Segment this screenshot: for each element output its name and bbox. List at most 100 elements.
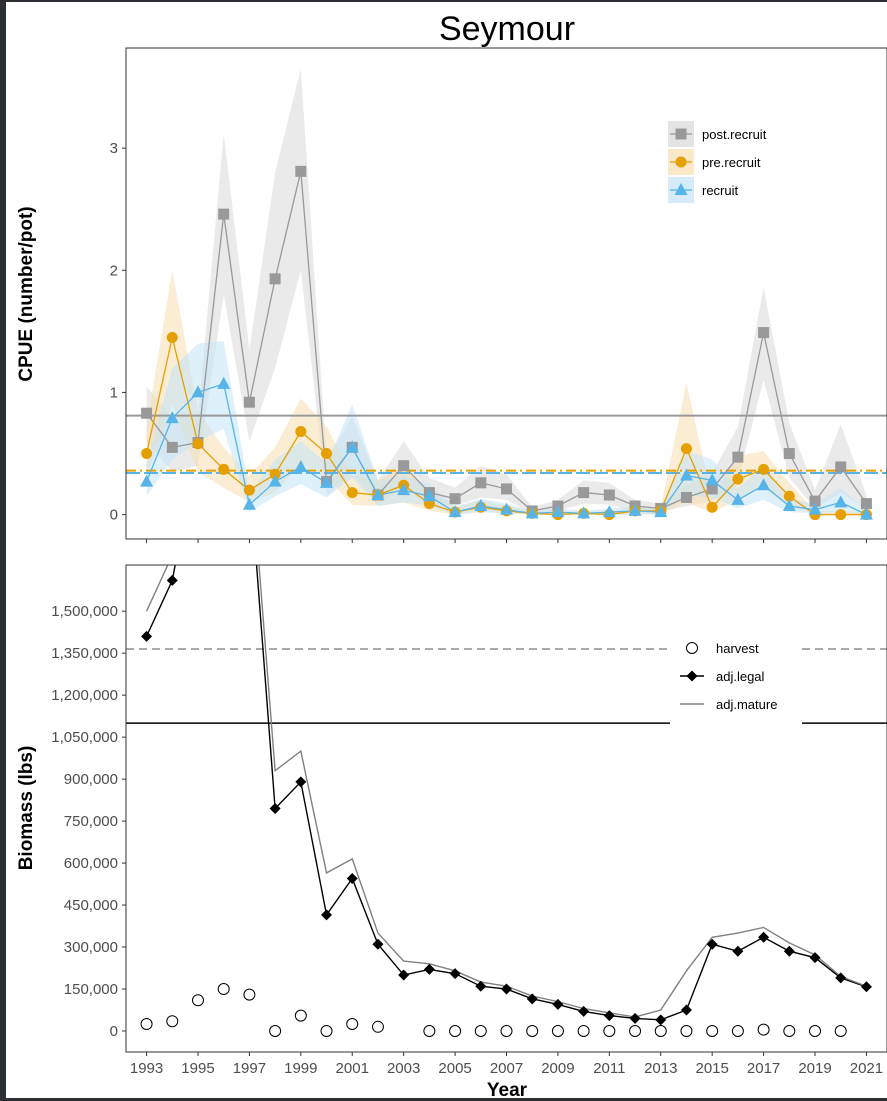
harvest-point	[166, 1015, 179, 1028]
biomass-x-tick-label: 2019	[798, 1060, 831, 1077]
harvest-point	[577, 1025, 590, 1038]
cpue-y-tick-label: 2	[110, 262, 118, 279]
recruit-point	[679, 468, 693, 481]
recruit-point	[551, 505, 565, 518]
harvest-point	[731, 1025, 744, 1038]
post-recruit-point	[501, 483, 512, 495]
cpue-x-axis-ticks	[146, 539, 867, 543]
adj-legal-point	[706, 938, 718, 950]
post-recruit-point	[269, 273, 281, 285]
harvest-point	[346, 1018, 359, 1031]
adj-legal-point	[346, 872, 358, 884]
cpue-y-tick-label: 1	[110, 384, 118, 401]
recruit-point	[808, 502, 822, 515]
adj-legal-point	[141, 630, 153, 642]
pre-recruit-point	[783, 490, 795, 502]
recruit-point	[654, 505, 668, 518]
recruit-point	[165, 411, 179, 424]
biomass-y-tick-label: 0	[110, 1023, 118, 1040]
biomass-series-points	[140, 574, 872, 1038]
recruit-point	[474, 499, 488, 512]
recruit-legend-key-marker	[674, 183, 688, 195]
post-recruit-point	[449, 493, 461, 505]
biomass-x-tick-label: 2021	[850, 1060, 883, 1077]
adj-legal-point	[680, 1004, 692, 1016]
pre-recruit-point	[295, 426, 307, 438]
recruit-point	[294, 459, 308, 472]
biomass-x-tick-label: 1995	[181, 1060, 214, 1077]
harvest-point	[551, 1025, 564, 1038]
harvest-point	[449, 1025, 462, 1038]
biomass-x-tick-label: 2015	[695, 1060, 728, 1077]
harvest-point	[243, 988, 256, 1001]
post-recruit-point	[706, 483, 718, 495]
biomass-x-tick-label: 2013	[644, 1060, 677, 1077]
harvest-point	[423, 1025, 436, 1038]
pre-recruit-legend-key-marker	[675, 156, 687, 168]
adj-legal-point	[423, 963, 435, 975]
harvest-point	[526, 1025, 539, 1038]
pre-recruit-point	[680, 443, 692, 455]
cpue-legend: post.recruit pre.recruit recruit	[668, 121, 767, 203]
post-recruit-point	[680, 491, 692, 503]
pre-recruit-point	[732, 473, 744, 485]
post-recruit-point	[475, 477, 487, 489]
adj-legal-point	[552, 998, 564, 1010]
recruit-point	[628, 503, 642, 516]
post-recruit-legend-label: post.recruit	[702, 127, 767, 142]
biomass-x-tick-label: 2003	[387, 1060, 420, 1077]
recruit-point	[268, 474, 282, 487]
post-recruit-point	[860, 498, 872, 510]
recruit-point	[859, 507, 873, 520]
post-recruit-point	[295, 165, 307, 177]
pre-recruit-point	[835, 509, 847, 521]
harvest-point	[269, 1025, 282, 1038]
cpue-panel: 0 1 2 3 CPUE (number/pot) post.recruit pre.r…	[16, 47, 887, 543]
adj-legal-point	[372, 938, 384, 950]
recruit-point	[345, 440, 359, 453]
pre-recruit-point	[321, 448, 333, 460]
adj-legal-point	[269, 803, 281, 814]
recruit-point	[191, 385, 205, 398]
frame-border-left	[0, 0, 6, 1101]
recruit-point	[782, 499, 796, 512]
pre-recruit-legend-label: pre.recruit	[702, 155, 761, 170]
pre-recruit-point	[166, 331, 178, 343]
biomass-x-axis-title: Year	[487, 1080, 528, 1101]
adj-legal-point	[449, 968, 461, 980]
recruit-point	[422, 489, 436, 502]
recruit-point	[577, 506, 591, 519]
harvest-point	[294, 1009, 307, 1022]
adj-legal-point	[475, 980, 487, 992]
recruit-point	[525, 506, 539, 519]
harvest-point	[217, 983, 230, 996]
recruit-point	[397, 483, 411, 496]
adj-legal-point	[603, 1010, 615, 1022]
cpue-y-axis-title: CPUE (number/pot)	[16, 206, 37, 381]
biomass-y-tick-label: 1,200,000	[51, 687, 118, 704]
post-recruit-point	[758, 327, 770, 339]
biomass-panel: harvest adj.legal adj.mature 0 150,000 300,0…	[16, 564, 887, 1101]
post-recruit-point	[732, 451, 744, 463]
harvest-legend-key-marker	[686, 642, 698, 654]
biomass-y-tick-label: 900,000	[64, 771, 118, 788]
harvest-legend-label: harvest	[716, 641, 759, 656]
pre-recruit-point	[706, 501, 718, 513]
adj-legal-point	[526, 993, 538, 1005]
adj-legal-point	[398, 969, 410, 981]
frame-border-bottom	[0, 1098, 887, 1101]
biomass-x-tick-label: 2001	[336, 1060, 369, 1077]
biomass-y-tick-label: 1,050,000	[51, 729, 118, 746]
adj-legal-point	[629, 1012, 641, 1024]
recruit-point	[448, 505, 462, 518]
recruit-point	[731, 492, 745, 505]
adj-legal-point	[732, 945, 744, 957]
pre-recruit-point	[758, 463, 770, 475]
cpue-y-axis: 0 1 2 3	[110, 140, 126, 524]
harvest-point	[757, 1023, 770, 1036]
post-recruit-point	[809, 495, 821, 507]
biomass-x-tick-label: 1997	[233, 1060, 266, 1077]
cpue-panel-border	[125, 47, 887, 540]
harvest-point	[706, 1025, 719, 1038]
